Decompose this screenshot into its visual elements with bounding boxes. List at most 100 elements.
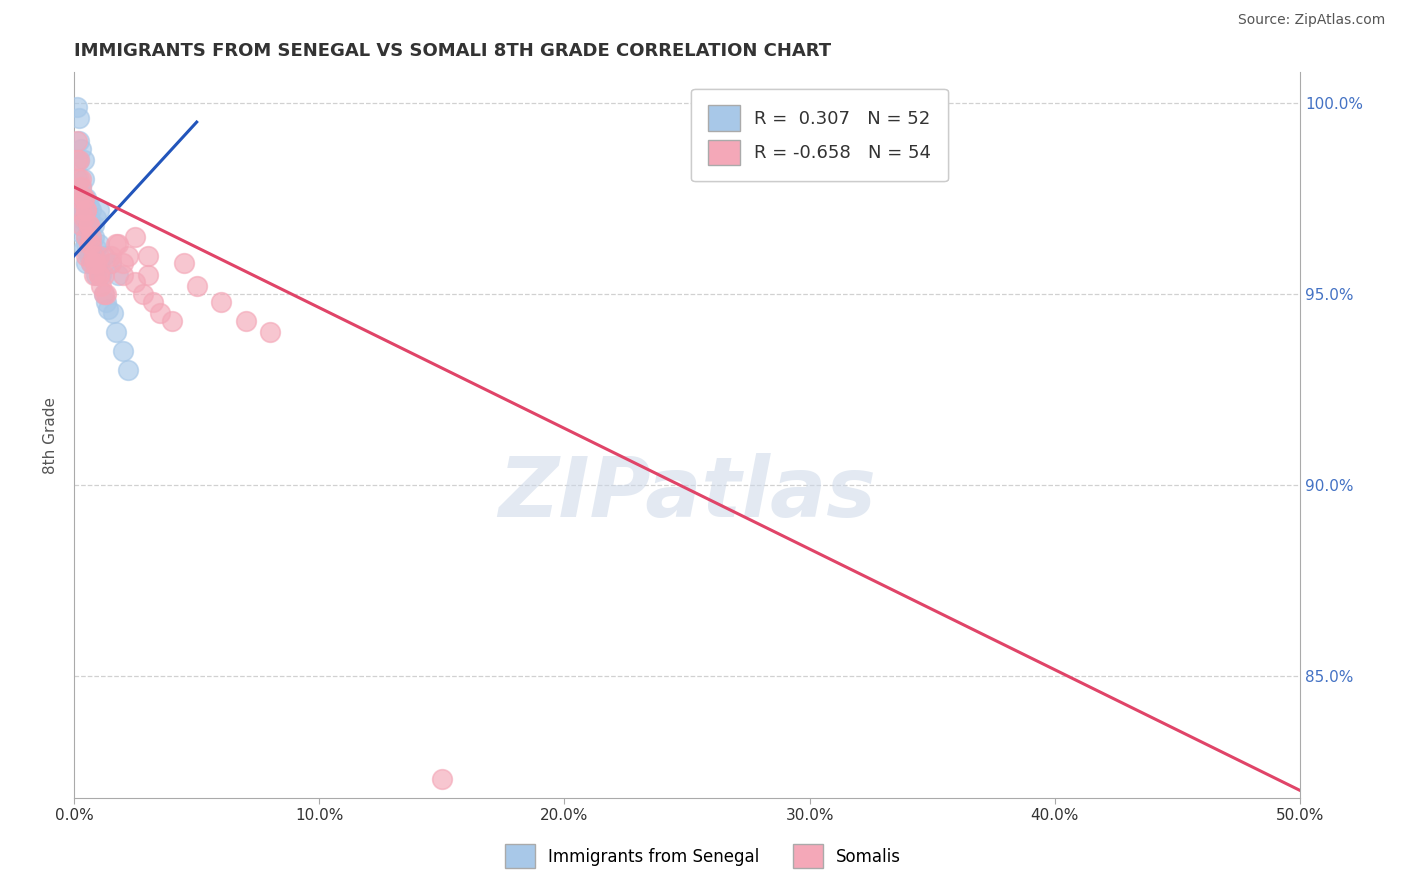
Point: [83, 256, 105, 270]
Point: [84, 268, 107, 282]
Point: [83, 229, 105, 244]
Point: [83, 249, 105, 263]
Point: [67, 134, 90, 148]
Point: [117, 363, 139, 377]
Point: [67, 153, 90, 168]
Point: [160, 313, 183, 327]
Point: [77, 211, 100, 225]
Point: [430, 772, 453, 786]
Point: [67, 112, 90, 126]
Point: [75, 256, 97, 270]
Point: [173, 256, 195, 270]
Point: [93, 249, 115, 263]
Point: [77, 222, 100, 236]
Text: ZIPatlas: ZIPatlas: [498, 453, 876, 533]
Point: [84, 241, 107, 255]
Point: [75, 229, 97, 244]
Point: [259, 325, 281, 339]
Text: IMMIGRANTS FROM SENEGAL VS SOMALI 8TH GRADE CORRELATION CHART: IMMIGRANTS FROM SENEGAL VS SOMALI 8TH GR…: [75, 42, 831, 60]
Point: [77, 199, 100, 213]
Point: [107, 237, 129, 252]
Point: [235, 313, 257, 327]
Point: [70, 202, 93, 217]
Point: [67, 153, 90, 168]
Point: [112, 256, 135, 270]
Point: [73, 214, 96, 228]
Point: [70, 142, 93, 156]
Point: [73, 191, 96, 205]
Point: [75, 191, 97, 205]
Point: [70, 180, 93, 194]
Point: [70, 211, 93, 225]
Point: [90, 268, 112, 282]
Point: [87, 268, 110, 282]
Point: [186, 279, 208, 293]
Point: [142, 294, 165, 309]
Point: [80, 229, 103, 244]
Point: [84, 211, 107, 225]
Point: [209, 294, 232, 309]
Point: [70, 199, 93, 213]
Point: [80, 256, 103, 270]
Point: [70, 218, 93, 232]
Point: [80, 218, 103, 232]
Point: [65, 191, 87, 205]
Point: [77, 218, 100, 232]
Point: [70, 180, 93, 194]
Point: [73, 211, 96, 225]
Point: [73, 191, 96, 205]
Point: [67, 172, 90, 186]
Point: [87, 237, 110, 252]
Point: [104, 237, 127, 252]
Point: [83, 268, 105, 282]
Point: [87, 256, 110, 270]
Point: [97, 302, 120, 317]
Point: [67, 191, 90, 205]
Point: [100, 256, 122, 270]
Point: [83, 218, 105, 232]
Point: [104, 325, 127, 339]
Point: [75, 202, 97, 217]
Point: [132, 287, 155, 301]
Point: [77, 237, 100, 252]
Point: [75, 237, 97, 252]
Point: [87, 202, 110, 217]
Point: [112, 344, 135, 359]
Point: [87, 249, 110, 263]
Point: [100, 256, 122, 270]
Point: [75, 202, 97, 217]
Point: [77, 218, 100, 232]
Point: [73, 172, 96, 186]
Point: [100, 249, 122, 263]
Point: [70, 226, 93, 240]
Text: Source: ZipAtlas.com: Source: ZipAtlas.com: [1237, 13, 1385, 28]
Point: [65, 172, 87, 186]
Point: [80, 229, 103, 244]
Point: [124, 276, 146, 290]
Point: [93, 287, 115, 301]
Point: [67, 202, 90, 217]
Point: [103, 306, 125, 320]
Point: [65, 100, 87, 114]
Point: [107, 268, 129, 282]
Point: [90, 279, 112, 293]
Point: [73, 241, 96, 255]
Point: [87, 256, 110, 270]
Y-axis label: 8th Grade: 8th Grade: [44, 397, 58, 474]
Point: [136, 268, 159, 282]
Point: [80, 202, 103, 217]
Point: [87, 268, 110, 282]
Point: [65, 134, 87, 148]
Point: [136, 249, 159, 263]
Point: [83, 249, 105, 263]
Point: [94, 287, 117, 301]
Point: [80, 256, 103, 270]
Point: [124, 229, 146, 244]
Point: [70, 172, 93, 186]
Point: [117, 249, 139, 263]
Point: [93, 268, 115, 282]
Point: [75, 249, 97, 263]
Point: [77, 249, 100, 263]
Point: [73, 191, 96, 205]
Point: [149, 306, 172, 320]
